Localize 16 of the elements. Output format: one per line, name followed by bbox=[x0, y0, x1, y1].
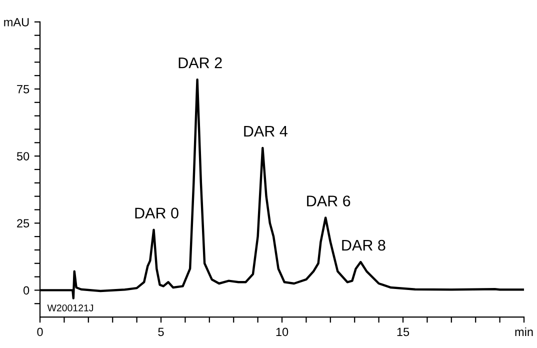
annotation: DAR 6 bbox=[307, 196, 350, 206]
x-tick-label: 5 bbox=[158, 328, 164, 336]
x-tick-label: 10 bbox=[276, 328, 288, 336]
annotation: W200121J bbox=[47, 304, 94, 312]
annotation: DAR 4 bbox=[244, 126, 288, 137]
annotation: DAR 0 bbox=[135, 208, 178, 218]
y-tick-label: mAU bbox=[4, 18, 29, 26]
y-tick-label: 25 bbox=[17, 219, 30, 228]
y-tick-label: 0 bbox=[23, 286, 30, 295]
annotation: DAR 8 bbox=[342, 240, 386, 251]
y-tick-label: 50 bbox=[16, 152, 30, 160]
x-tick-label: 0 bbox=[37, 328, 43, 336]
x-tick-label: 15 bbox=[397, 328, 410, 336]
y-tick-label: 75 bbox=[17, 85, 30, 94]
x-tick-label: min bbox=[515, 327, 533, 336]
annotation: DAR 2 bbox=[178, 57, 222, 68]
